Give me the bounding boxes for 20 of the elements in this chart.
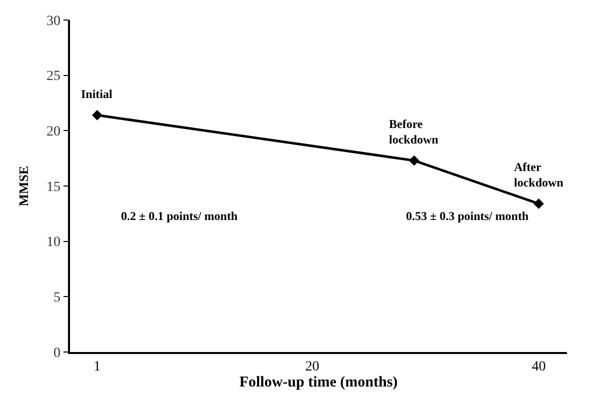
y-tick-label: 5 [53, 290, 60, 306]
annotation: 0.2 ± 0.1 points/ month [121, 209, 238, 223]
point [92, 110, 102, 120]
y-tick-label: 30 [46, 14, 60, 29]
point [408, 155, 420, 166]
y-tick-label: 0 [53, 346, 60, 361]
x-tick-label: 1 [94, 360, 101, 375]
annotation: Initial [81, 87, 114, 101]
y-axis-title: MMSE [16, 166, 31, 206]
annotation: Before lockdown [389, 117, 439, 147]
annotation: 0.53 ± 0.3 points/ month [406, 209, 529, 223]
y-tick-label: 15 [46, 180, 60, 195]
y-tick-label: 25 [46, 69, 60, 84]
x-tick-label: 20 [305, 360, 320, 375]
annotation: After lockdown [514, 160, 564, 190]
y-tick-label: 10 [46, 235, 60, 250]
x-axis-title: Follow-up time (months) [239, 374, 398, 391]
x-tick-label: 40 [532, 360, 546, 375]
y-tick-label: 20 [46, 124, 60, 140]
point [534, 198, 544, 209]
